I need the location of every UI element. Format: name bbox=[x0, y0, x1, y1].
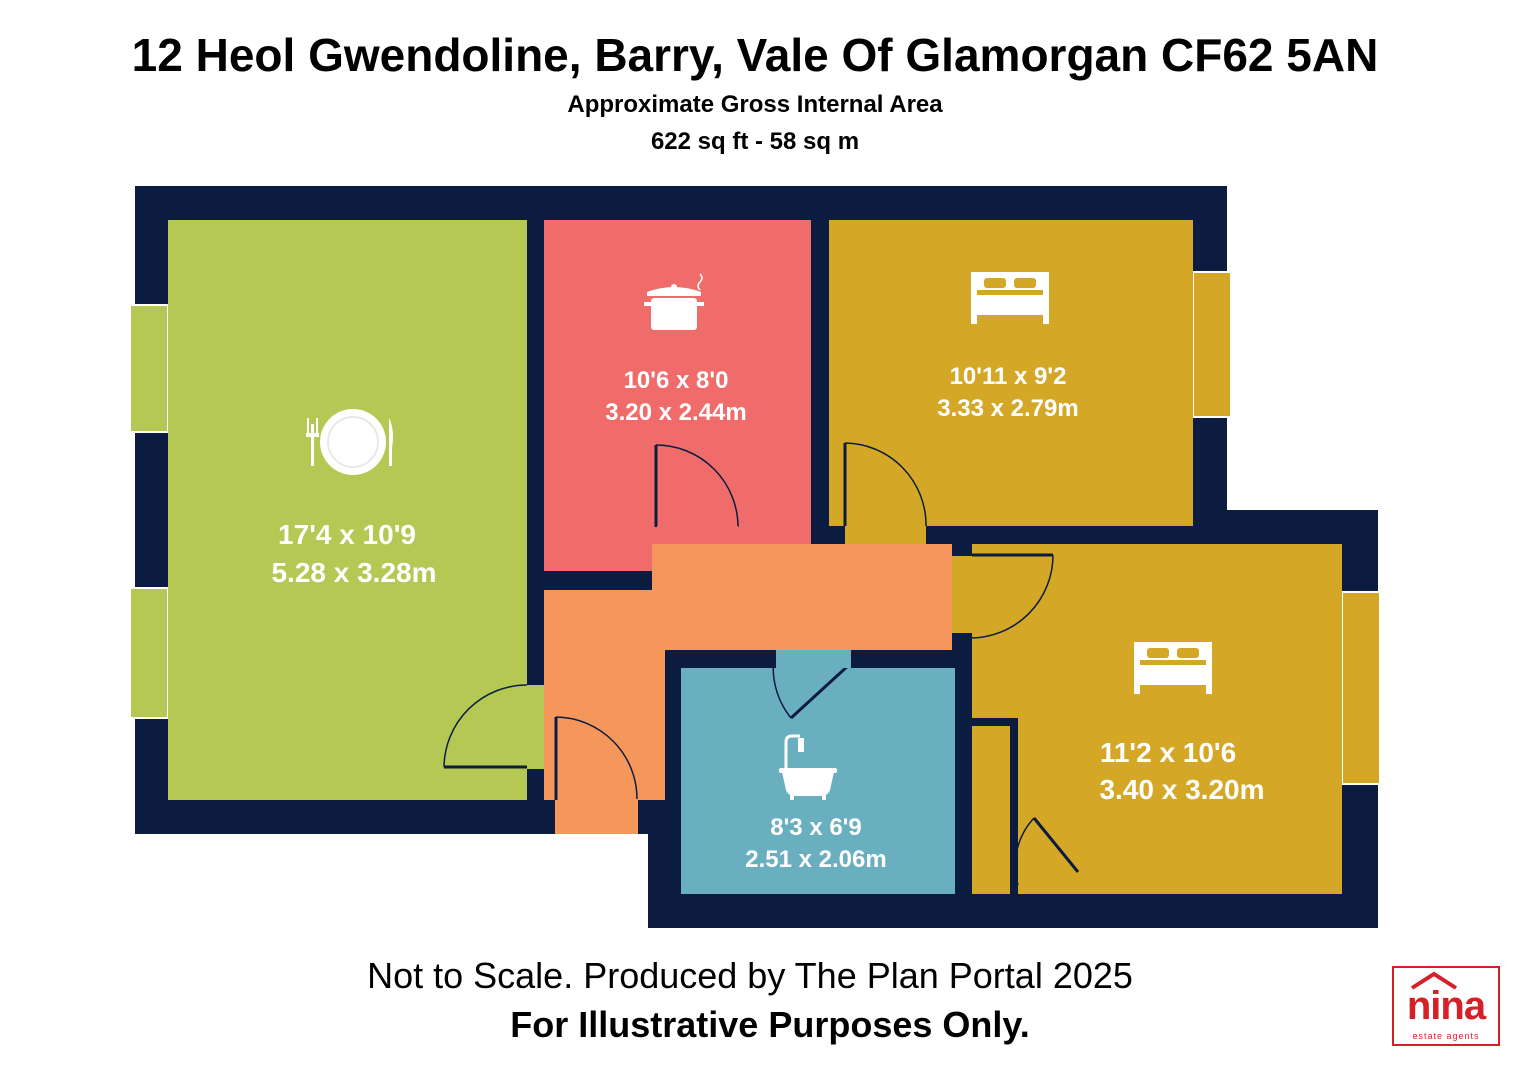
plan-title: 12 Heol Gwendoline, Barry, Vale Of Glamo… bbox=[131, 29, 1379, 81]
kitchen bbox=[544, 220, 811, 571]
doors bbox=[443, 442, 1080, 886]
kitchen-metric: 3.20 x 2.44m bbox=[605, 399, 746, 426]
area-value: 622 sq ft - 58 sq m bbox=[650, 128, 860, 155]
living-room-imperial: 17'4 x 10'9 bbox=[278, 519, 416, 550]
logo-tagline: estate agents bbox=[1412, 1031, 1480, 1041]
living-dining-room bbox=[168, 220, 527, 800]
logo-name: nina bbox=[1406, 984, 1486, 1028]
bedroom-one-metric: 3.33 x 2.79m bbox=[937, 395, 1078, 422]
bathroom-metric: 2.51 x 2.06m bbox=[745, 846, 886, 873]
bed-icon bbox=[1134, 642, 1212, 694]
bathtub-icon bbox=[779, 734, 837, 800]
hallway bbox=[544, 544, 952, 834]
kitchen-imperial: 10'6 x 8'0 bbox=[624, 367, 729, 394]
cupboard bbox=[970, 718, 1018, 894]
bed-icon bbox=[971, 272, 1049, 324]
kitchen-dimensions: 10'6 x 8'0 3.20 x 2.44m bbox=[605, 367, 746, 426]
living-room-dimensions: 17'4 x 10'9 5.28 x 3.28m bbox=[271, 519, 436, 588]
bathroom-imperial: 8'3 x 6'9 bbox=[770, 814, 862, 841]
disclaimer: For Illustrative Purposes Only. bbox=[510, 1004, 1030, 1045]
bedroom-two-metric: 3.40 x 3.20m bbox=[1099, 774, 1264, 805]
bedroom-two-dimensions: 11'2 x 10'6 3.40 x 3.20m bbox=[1099, 737, 1264, 805]
door-openings bbox=[527, 526, 972, 834]
roof-icon bbox=[1410, 971, 1458, 990]
dining-plate-icon bbox=[306, 409, 393, 475]
scale-note: Not to Scale. Produced by The Plan Porta… bbox=[367, 955, 1133, 996]
bedroom-one-imperial: 10'11 x 9'2 bbox=[950, 363, 1067, 390]
living-room-metric: 5.28 x 3.28m bbox=[271, 557, 436, 588]
area-label: Approximate Gross Internal Area bbox=[567, 91, 943, 118]
bedroom-two-imperial: 11'2 x 10'6 bbox=[1100, 737, 1236, 768]
cooking-pot-icon bbox=[644, 273, 704, 330]
bedroom-two bbox=[972, 544, 1342, 894]
agent-logo: nina estate agents bbox=[1392, 966, 1500, 1046]
bedroom-one-dimensions: 10'11 x 9'2 3.33 x 2.79m bbox=[937, 363, 1078, 422]
bedroom-one bbox=[829, 220, 1193, 526]
bathroom-dimensions: 8'3 x 6'9 2.51 x 2.06m bbox=[745, 814, 886, 873]
